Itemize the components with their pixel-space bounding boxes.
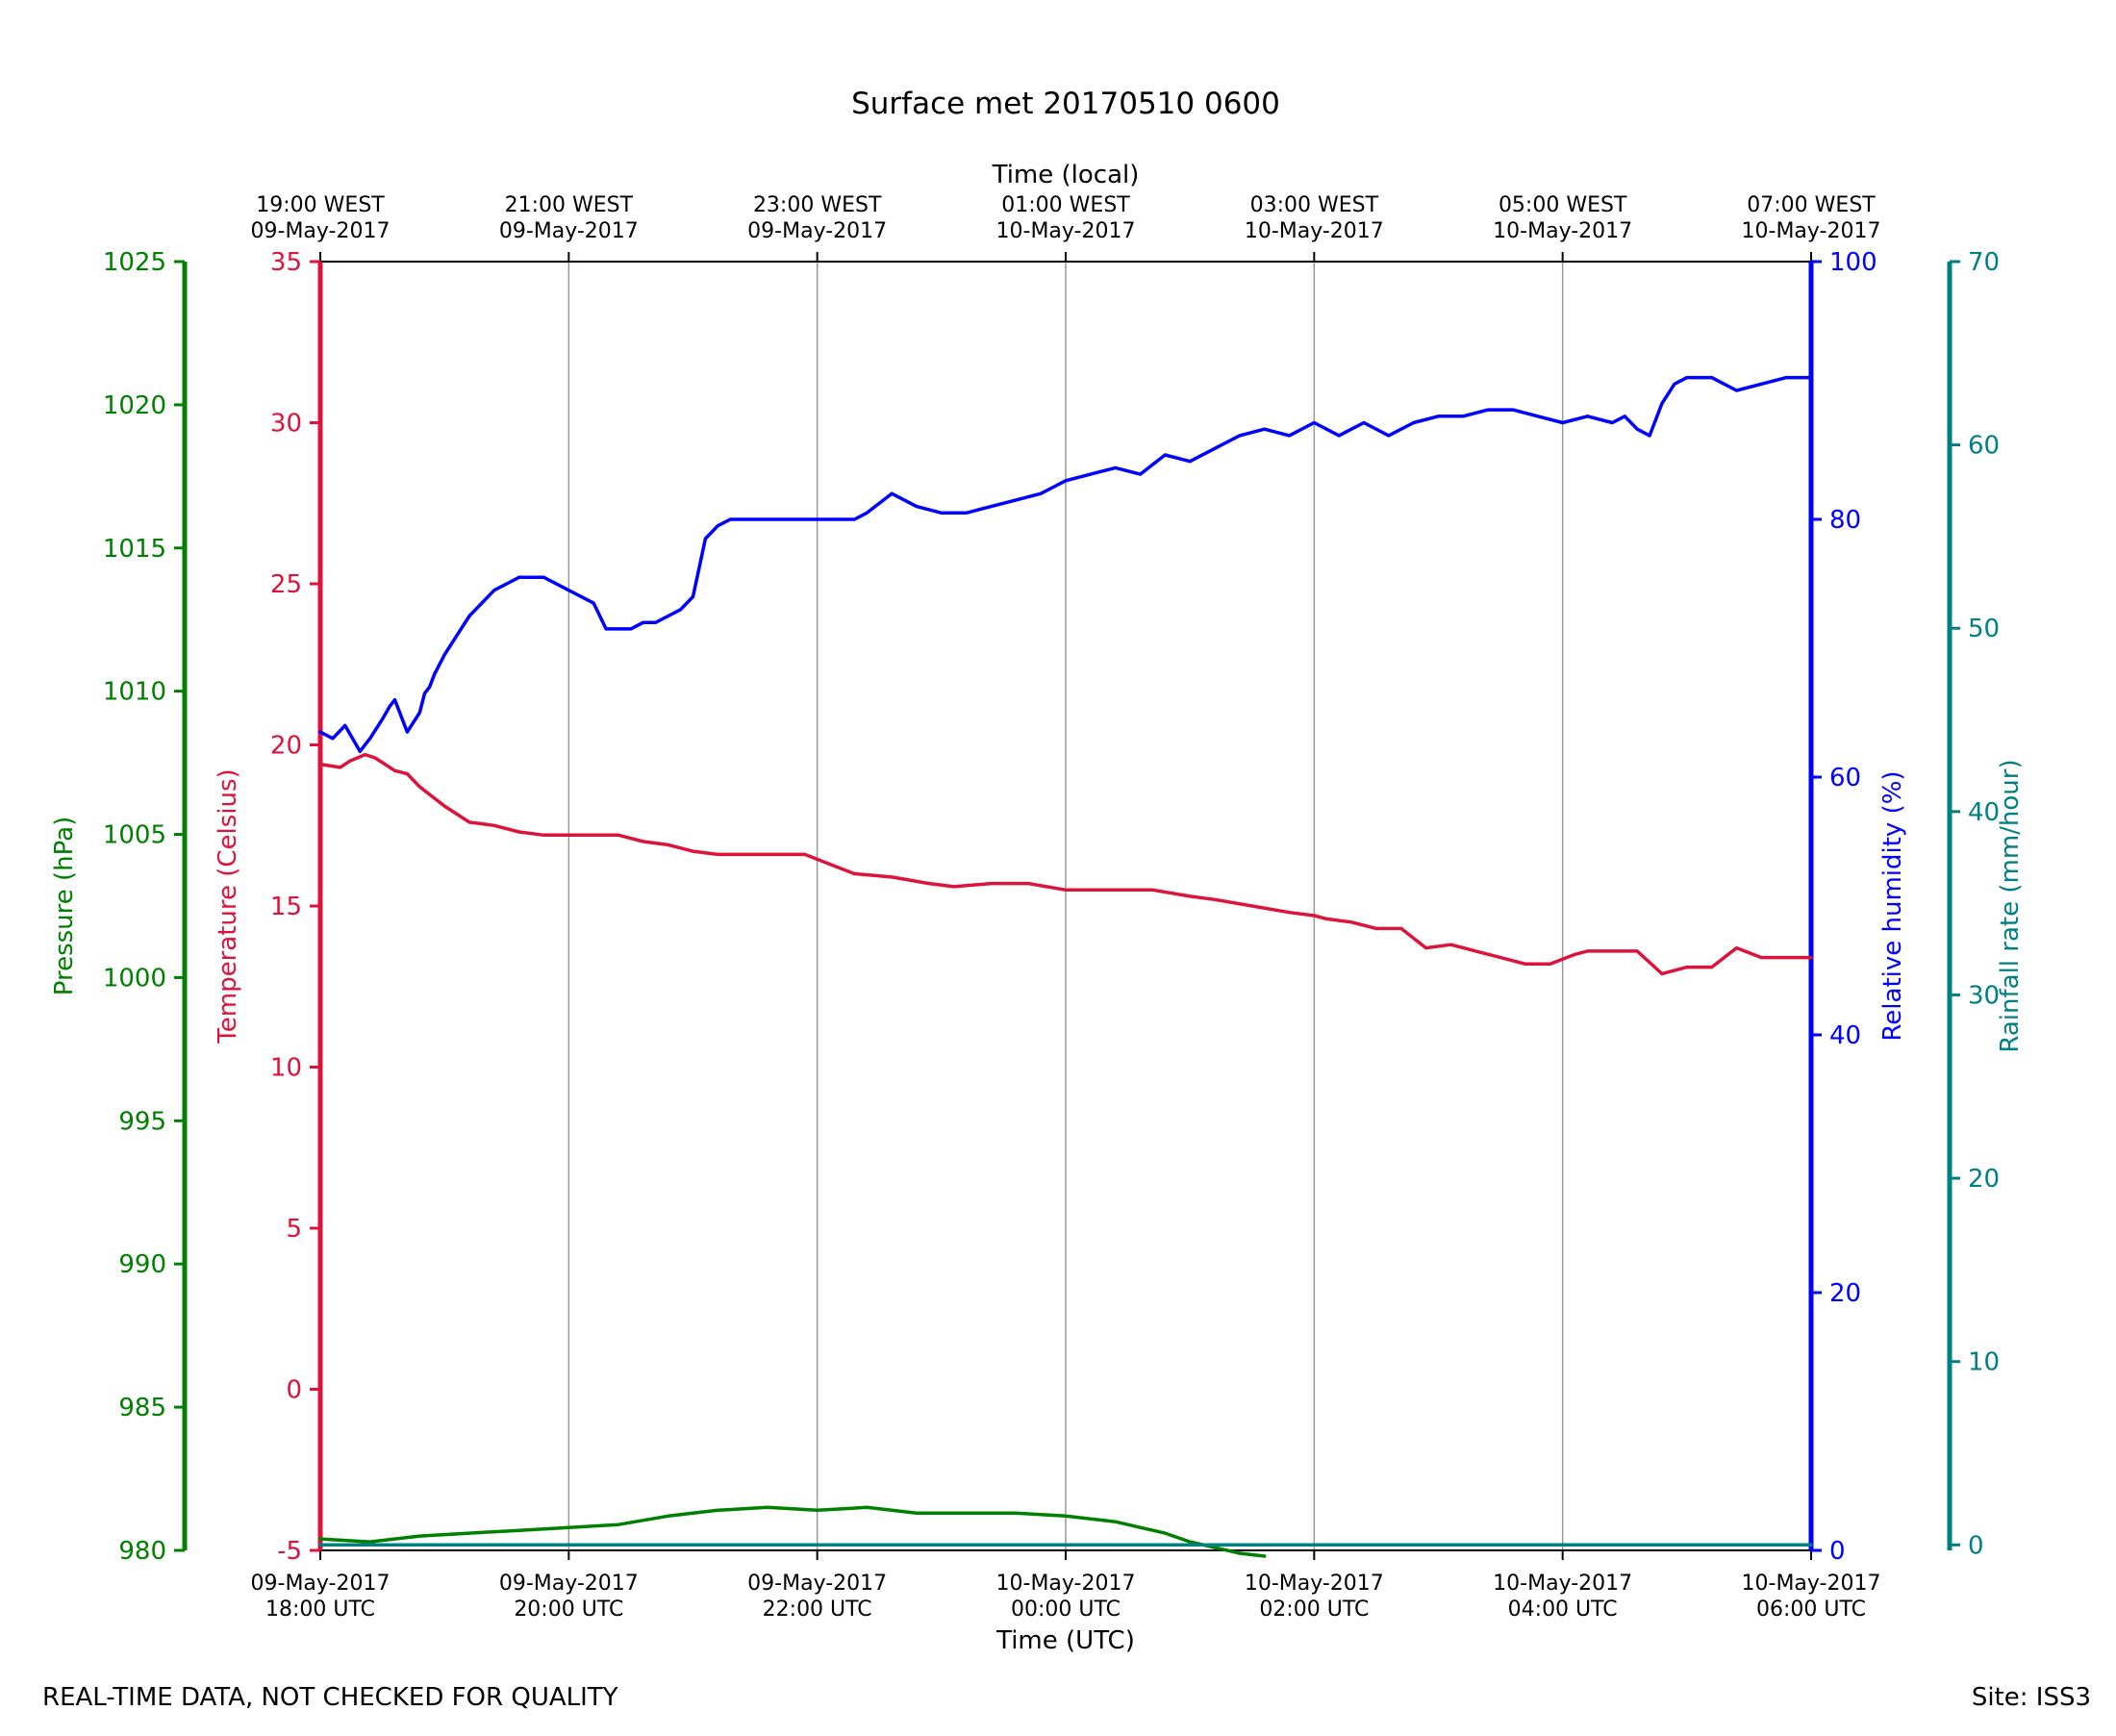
x-tick-label-time: 00:00 UTC (1011, 1598, 1121, 1622)
humidity-tick-label: 60 (1829, 764, 1861, 793)
x2-tick-label-date: 10-May-2017 (1493, 219, 1632, 243)
x-tick-label-date: 09-May-2017 (251, 1572, 390, 1596)
site-label: Site: ISS3 (1971, 1683, 2091, 1712)
x-tick-label-time: 04:00 UTC (1508, 1598, 1618, 1622)
x-tick-label-time: 06:00 UTC (1756, 1598, 1866, 1622)
rainfall-tick-label: 40 (1968, 798, 2000, 827)
x-axis-label: Time (UTC) (995, 1626, 1135, 1655)
pressure-tick-label: 990 (118, 1250, 166, 1279)
humidity-series-line (318, 375, 1813, 753)
rainfall-tick-label: 60 (1968, 432, 2000, 461)
x2-tick-label-date: 09-May-2017 (251, 219, 390, 243)
x2-tick-label-time: 07:00 WEST (1747, 193, 1876, 217)
temperature-tick-label: 10 (270, 1054, 302, 1083)
temperature-axis-label: Temperature (Celsius) (214, 768, 242, 1044)
x2-tick-label-date: 09-May-2017 (499, 219, 639, 243)
temperature-tick-label: -5 (277, 1537, 302, 1566)
x-tick-label-time: 02:00 UTC (1259, 1598, 1369, 1622)
x2-tick-label-time: 19:00 WEST (256, 193, 385, 217)
rainfall-tick-label: 10 (1968, 1348, 2000, 1377)
x-tick-label-date: 10-May-2017 (1493, 1572, 1632, 1596)
x2-tick-label-time: 01:00 WEST (1001, 193, 1130, 217)
temperature-tick-label: 0 (286, 1376, 302, 1405)
x2-tick-label-date: 10-May-2017 (1742, 219, 1881, 243)
humidity-tick-label: 20 (1829, 1279, 1861, 1308)
pressure-tick-label: 1015 (103, 535, 166, 564)
pressure-tick-label: 1020 (103, 391, 166, 420)
x-tick-label-date: 10-May-2017 (1742, 1572, 1881, 1596)
rainfall-axis-label: Rainfall rate (mm/hour) (1996, 759, 2025, 1052)
x2-tick-label-time: 03:00 WEST (1250, 193, 1379, 217)
temperature-series-line (318, 752, 1813, 976)
rainfall-tick-label: 50 (1968, 615, 2000, 643)
x2-tick-label-time: 05:00 WEST (1499, 193, 1627, 217)
humidity-tick-label: 40 (1829, 1021, 1861, 1050)
humidity-tick-label: 0 (1829, 1537, 1846, 1566)
x2-tick-label-time: 23:00 WEST (753, 193, 882, 217)
temperature-tick-label: 35 (270, 248, 302, 277)
x2-tick-label-date: 10-May-2017 (996, 219, 1136, 243)
humidity-axis-label: Relative humidity (%) (1878, 770, 1907, 1041)
temperature-tick-label: 15 (270, 893, 302, 921)
rainfall-tick-label: 30 (1968, 981, 2000, 1010)
pressure-tick-label: 1010 (103, 678, 166, 707)
pressure-tick-label: 980 (118, 1537, 166, 1566)
chart-title: Surface met 20170510 0600 (851, 87, 1280, 121)
x-tick-label-date: 10-May-2017 (1245, 1572, 1384, 1596)
pressure-tick-label: 1025 (103, 248, 166, 277)
temperature-tick-label: 25 (270, 570, 302, 599)
x-tick-label-date: 09-May-2017 (499, 1572, 639, 1596)
temperature-tick-label: 20 (270, 732, 302, 761)
x2-tick-label-date: 09-May-2017 (747, 219, 887, 243)
humidity-tick-label: 100 (1829, 248, 1877, 277)
temperature-tick-label: 5 (286, 1215, 302, 1244)
rainfall-tick-label: 70 (1968, 248, 2000, 277)
x2-tick-label-date: 10-May-2017 (1245, 219, 1384, 243)
x-tick-label-time: 20:00 UTC (514, 1598, 623, 1622)
temperature-tick-label: 30 (270, 410, 302, 439)
x-tick-label-date: 09-May-2017 (747, 1572, 887, 1596)
humidity-tick-label: 80 (1829, 506, 1861, 535)
x-tick-label-date: 10-May-2017 (996, 1572, 1136, 1596)
x-tick-label-time: 22:00 UTC (763, 1598, 872, 1622)
pressure-axis-label: Pressure (hPa) (50, 817, 79, 996)
pressure-series-line (318, 1505, 1267, 1558)
pressure-tick-label: 995 (118, 1107, 166, 1136)
rainfall-tick-label: 0 (1968, 1531, 1984, 1560)
x2-axis-label: Time (local) (992, 161, 1140, 189)
quality-note: REAL-TIME DATA, NOT CHECKED FOR QUALITY (42, 1683, 618, 1712)
x2-tick-label-time: 21:00 WEST (505, 193, 634, 217)
rainfall-tick-label: 20 (1968, 1165, 2000, 1194)
pressure-tick-label: 1005 (103, 821, 166, 850)
x-tick-label-time: 18:00 UTC (265, 1598, 375, 1622)
pressure-tick-label: 985 (118, 1394, 166, 1422)
pressure-tick-label: 1000 (103, 964, 166, 993)
